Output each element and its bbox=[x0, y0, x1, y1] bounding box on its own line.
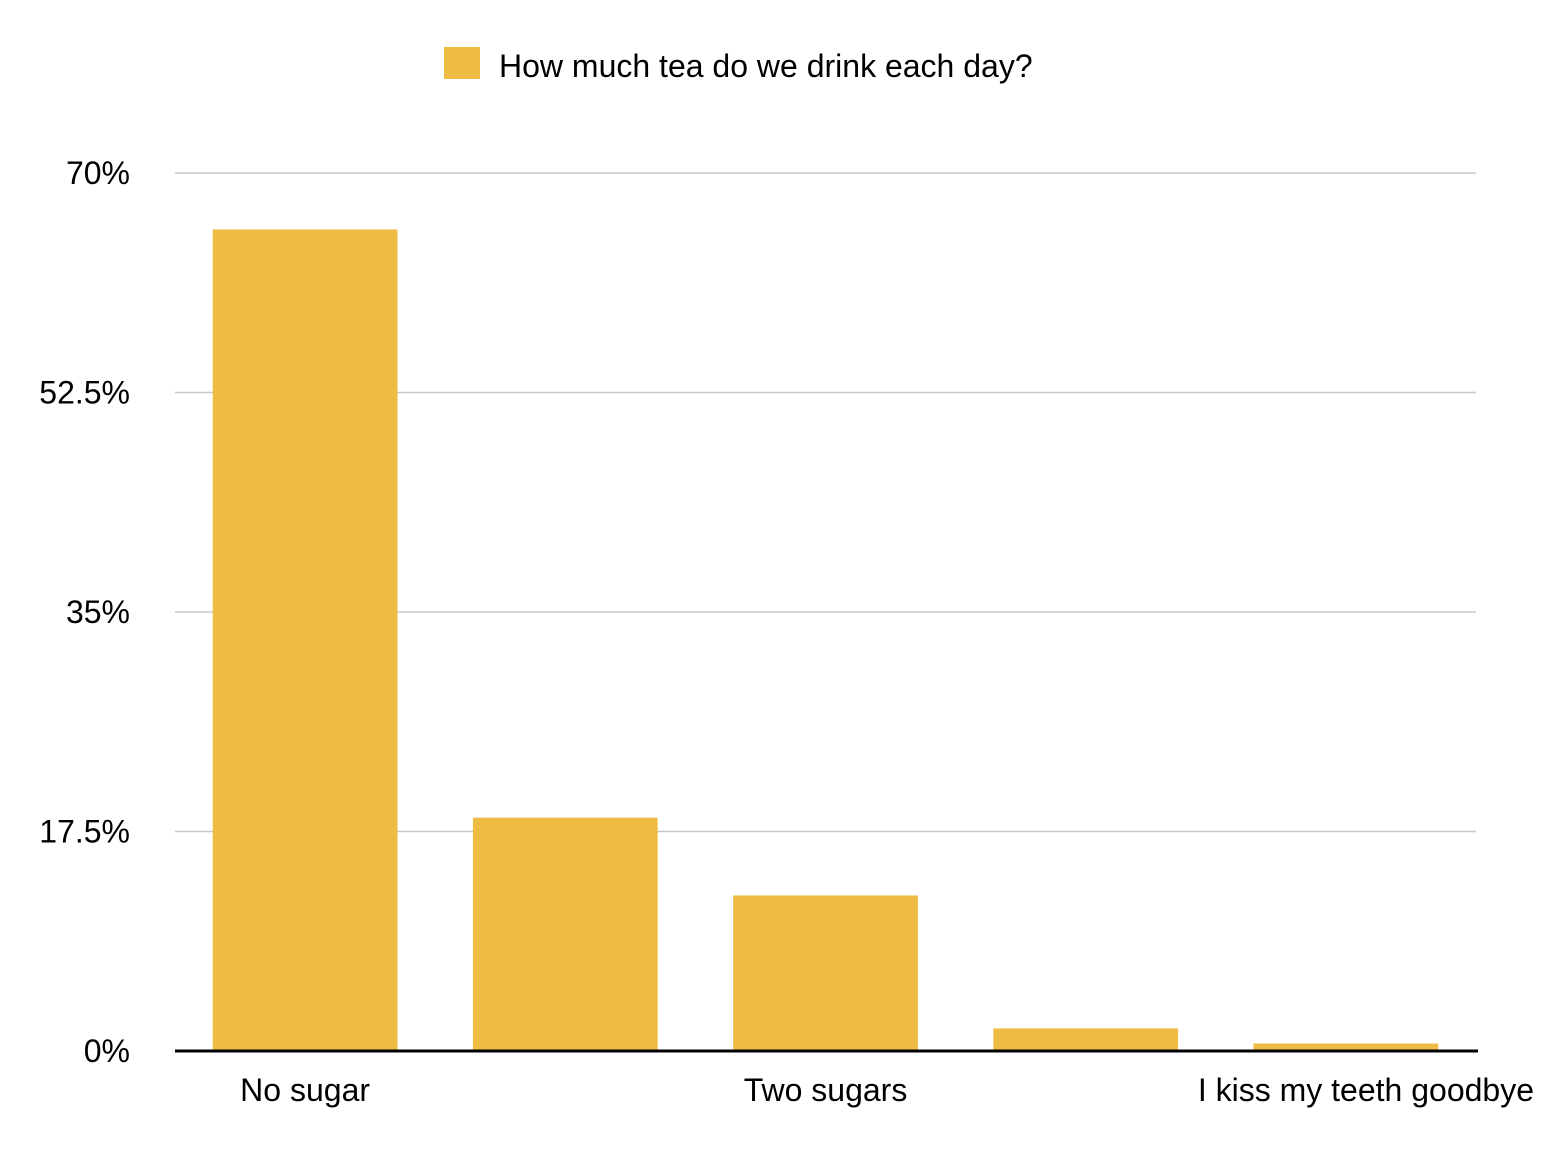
y-tick-label: 17.5% bbox=[39, 814, 130, 850]
y-tick-label: 70% bbox=[66, 155, 130, 191]
bar bbox=[733, 895, 918, 1051]
x-tick-label: I kiss my teeth goodbye bbox=[1198, 1072, 1534, 1108]
bar bbox=[1253, 1043, 1439, 1051]
y-tick-label: 52.5% bbox=[39, 375, 130, 411]
legend: How much tea do we drink each day? bbox=[444, 47, 1033, 84]
y-tick-label: 0% bbox=[84, 1033, 130, 1069]
bars bbox=[212, 229, 1439, 1051]
y-axis: 0% 17.5% 35% 52.5% 70% bbox=[39, 155, 130, 1069]
x-axis: No sugar Two sugars I kiss my teeth goodby… bbox=[175, 1049, 1534, 1108]
x-tick-label: No sugar bbox=[240, 1072, 370, 1108]
legend-label: How much tea do we drink each day? bbox=[499, 48, 1033, 84]
bar bbox=[472, 817, 658, 1051]
bar bbox=[212, 229, 398, 1051]
legend-swatch bbox=[444, 47, 480, 79]
y-tick-label: 35% bbox=[66, 594, 130, 630]
bar bbox=[993, 1028, 1179, 1051]
x-tick-label: Two sugars bbox=[744, 1072, 908, 1108]
